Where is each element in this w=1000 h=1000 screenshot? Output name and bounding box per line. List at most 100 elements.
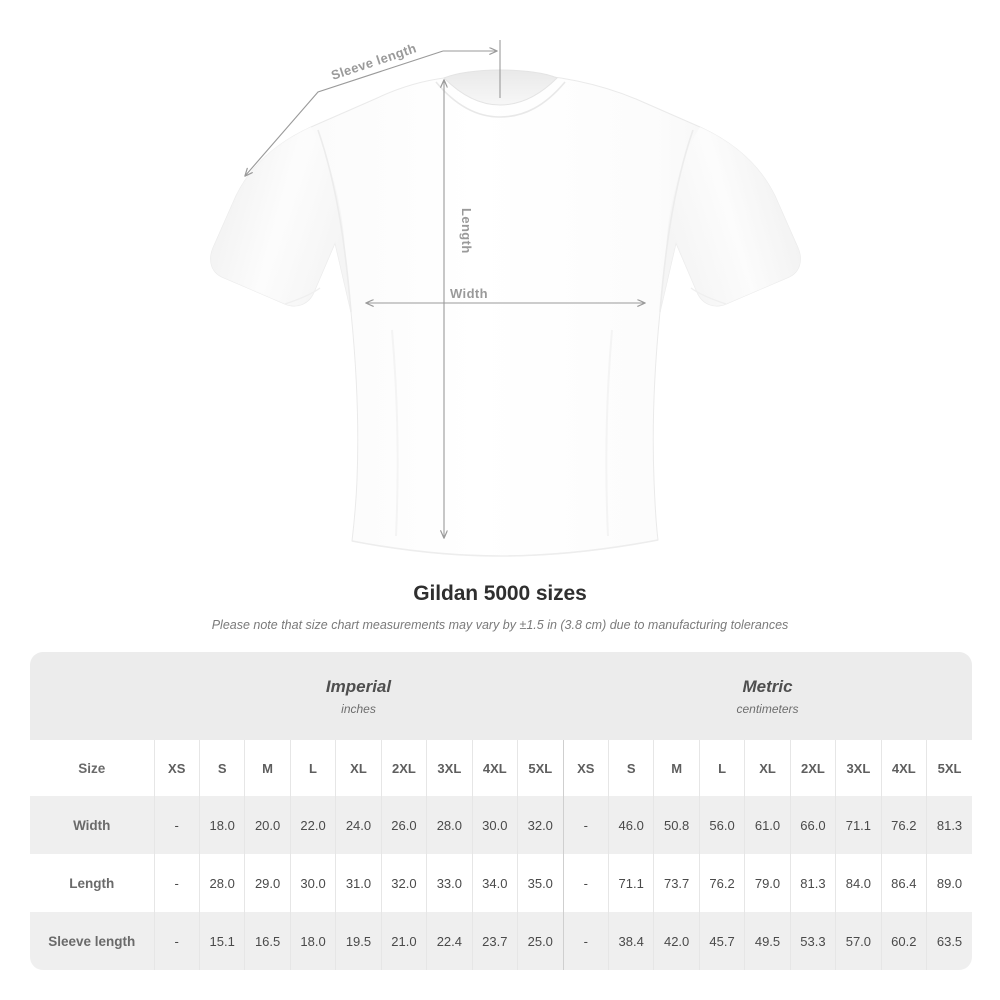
cell-sleeve-imperial-2xl: 21.0 xyxy=(380,912,427,970)
header-cell-metric-2xl: 2XL xyxy=(789,740,836,796)
cell-width-metric-5xl: 81.3 xyxy=(926,796,972,854)
sleeve-length-label: Sleeve length xyxy=(329,40,418,82)
cell-width-imperial-4xl: 30.0 xyxy=(471,796,518,854)
width-label: Width xyxy=(450,286,488,301)
tolerance-note: Please note that size chart measurements… xyxy=(211,618,789,632)
unit-group-imperial-title: Imperial xyxy=(325,677,392,697)
header-cell-imperial-s: S xyxy=(198,740,245,796)
cell-width-metric-s: 46.0 xyxy=(607,796,654,854)
cell-width-imperial-m: 20.0 xyxy=(244,796,291,854)
cell-sleeve-metric-4xl: 60.2 xyxy=(880,912,927,970)
cell-length-imperial-s: 28.0 xyxy=(198,854,245,912)
header-cell-metric-5xl: 5XL xyxy=(926,740,972,796)
cell-width-metric-m: 50.8 xyxy=(653,796,700,854)
cell-length-imperial-4xl: 34.0 xyxy=(471,854,518,912)
cell-length-metric-s: 71.1 xyxy=(607,854,654,912)
header-cell-metric-l: L xyxy=(698,740,745,796)
table-row: Sleeve length - 15.1 16.5 18.0 19.5 21.0… xyxy=(30,912,972,970)
header-cell-metric-3xl: 3XL xyxy=(835,740,882,796)
header-cell-metric-4xl: 4XL xyxy=(880,740,927,796)
page-title: Gildan 5000 sizes xyxy=(413,582,587,605)
cell-sleeve-imperial-4xl: 23.7 xyxy=(471,912,518,970)
cell-sleeve-imperial-xs: - xyxy=(153,912,200,970)
cell-sleeve-metric-3xl: 57.0 xyxy=(835,912,882,970)
tshirt-silhouette xyxy=(210,69,801,557)
cell-width-metric-xs: - xyxy=(562,796,609,854)
table-row: Length - 28.0 29.0 30.0 31.0 32.0 33.0 3… xyxy=(30,854,972,912)
cell-length-metric-4xl: 86.4 xyxy=(880,854,927,912)
row-label-width: Width xyxy=(30,796,154,854)
cell-width-imperial-s: 18.0 xyxy=(198,796,245,854)
unit-group-row: Imperial inches Metric centimeters xyxy=(30,652,972,740)
cell-width-metric-3xl: 71.1 xyxy=(835,796,882,854)
cell-sleeve-metric-l: 45.7 xyxy=(698,912,745,970)
cell-length-metric-m: 73.7 xyxy=(653,854,700,912)
cell-length-imperial-l: 30.0 xyxy=(289,854,336,912)
cell-sleeve-imperial-s: 15.1 xyxy=(198,912,245,970)
header-cell-imperial-4xl: 4XL xyxy=(471,740,518,796)
cell-sleeve-imperial-xl: 19.5 xyxy=(335,912,382,970)
cell-sleeve-imperial-m: 16.5 xyxy=(244,912,291,970)
cell-length-imperial-xs: - xyxy=(153,854,200,912)
cell-length-metric-xl: 79.0 xyxy=(744,854,791,912)
length-label: Length xyxy=(459,208,474,254)
cell-width-metric-2xl: 66.0 xyxy=(789,796,836,854)
cell-width-metric-l: 56.0 xyxy=(698,796,745,854)
cell-length-imperial-m: 29.0 xyxy=(244,854,291,912)
header-cell-metric-xs: XS xyxy=(562,740,609,796)
header-cell-imperial-l: L xyxy=(289,740,336,796)
cell-length-metric-2xl: 81.3 xyxy=(789,854,836,912)
header-cell-metric-s: S xyxy=(607,740,654,796)
unit-group-metric: Metric centimeters xyxy=(563,652,972,740)
cell-sleeve-metric-s: 38.4 xyxy=(607,912,654,970)
dimension-guides xyxy=(245,40,645,538)
cell-sleeve-metric-xs: - xyxy=(562,912,609,970)
cell-sleeve-imperial-3xl: 22.4 xyxy=(426,912,473,970)
cell-sleeve-metric-5xl: 63.5 xyxy=(926,912,972,970)
tshirt-diagram: Sleeve length Length Width xyxy=(210,40,801,557)
cell-length-metric-5xl: 89.0 xyxy=(926,854,972,912)
header-cell-imperial-3xl: 3XL xyxy=(426,740,473,796)
header-cell-metric-m: M xyxy=(653,740,700,796)
caption-block: Gildan 5000 sizes Please note that size … xyxy=(0,582,1000,632)
cell-width-imperial-2xl: 26.0 xyxy=(380,796,427,854)
cell-sleeve-imperial-l: 18.0 xyxy=(289,912,336,970)
cell-length-metric-l: 76.2 xyxy=(698,854,745,912)
cell-width-imperial-3xl: 28.0 xyxy=(426,796,473,854)
cell-sleeve-metric-m: 42.0 xyxy=(653,912,700,970)
size-chart-table-wrapper: Imperial inches Metric centimeters Size … xyxy=(30,652,972,970)
header-cell-imperial-xs: XS xyxy=(153,740,200,796)
header-cell-imperial-5xl: 5XL xyxy=(517,740,564,796)
cell-width-imperial-xl: 24.0 xyxy=(335,796,382,854)
cell-width-metric-4xl: 76.2 xyxy=(880,796,927,854)
row-label-sleeve-length: Sleeve length xyxy=(30,912,154,970)
size-chart-table: Imperial inches Metric centimeters Size … xyxy=(30,652,972,970)
cell-length-metric-xs: - xyxy=(562,854,609,912)
cell-width-metric-xl: 61.0 xyxy=(744,796,791,854)
header-cell-imperial-m: M xyxy=(244,740,291,796)
cell-length-imperial-3xl: 33.0 xyxy=(426,854,473,912)
cell-length-imperial-2xl: 32.0 xyxy=(380,854,427,912)
cell-width-imperial-xs: - xyxy=(153,796,200,854)
cell-length-imperial-5xl: 35.0 xyxy=(517,854,564,912)
header-cell-size: Size xyxy=(30,740,154,796)
cell-sleeve-metric-2xl: 53.3 xyxy=(789,912,836,970)
unit-group-metric-subtitle: centimeters xyxy=(736,701,799,716)
unit-group-imperial: Imperial inches xyxy=(154,652,564,740)
cell-sleeve-imperial-5xl: 25.0 xyxy=(517,912,564,970)
unit-band-spacer xyxy=(30,652,154,740)
cell-length-metric-3xl: 84.0 xyxy=(835,854,882,912)
unit-group-metric-title: Metric xyxy=(742,677,793,697)
table-row: Width - 18.0 20.0 22.0 24.0 26.0 28.0 30… xyxy=(30,796,972,854)
cell-sleeve-metric-xl: 49.5 xyxy=(744,912,791,970)
cell-length-imperial-xl: 31.0 xyxy=(335,854,382,912)
header-cell-imperial-2xl: 2XL xyxy=(380,740,427,796)
sleeve-length-arrow xyxy=(245,50,444,176)
cell-width-imperial-5xl: 32.0 xyxy=(517,796,564,854)
row-label-length: Length xyxy=(30,854,154,912)
cell-width-imperial-l: 22.0 xyxy=(289,796,336,854)
header-cell-imperial-xl: XL xyxy=(335,740,382,796)
header-cell-metric-xl: XL xyxy=(744,740,791,796)
size-header-row: Size XS S M L XL 2XL 3XL 4XL 5XL XS S M … xyxy=(30,740,972,796)
unit-group-imperial-subtitle: inches xyxy=(341,701,376,716)
